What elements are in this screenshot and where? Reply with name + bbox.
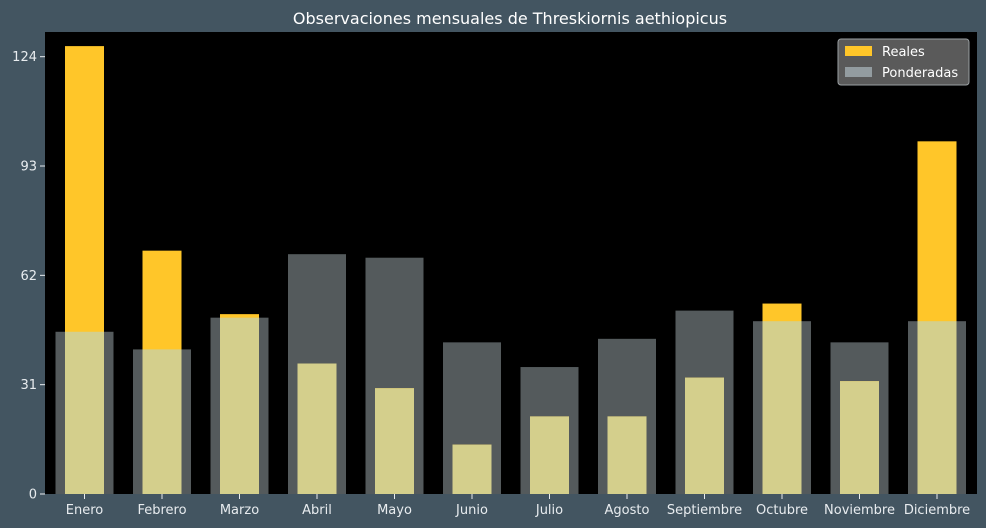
bar-overlap-junio xyxy=(452,444,492,494)
bar-overlap-febrero xyxy=(142,349,182,494)
x-tick-label: Febrero xyxy=(137,503,186,518)
bar-overlap-mayo xyxy=(375,388,414,494)
y-tick-label: 31 xyxy=(20,378,37,393)
plot-area xyxy=(45,32,977,494)
x-tick-label: Abril xyxy=(302,503,332,518)
legend-swatch-ponderadas xyxy=(845,67,872,77)
y-tick-label: 93 xyxy=(20,160,37,175)
x-tick-label: Octubre xyxy=(756,503,808,518)
x-tick-label: Julio xyxy=(535,503,563,518)
bar-overlap-octubre xyxy=(762,321,802,494)
bar-overlap-marzo xyxy=(220,317,259,494)
bar-overlap-diciembre xyxy=(917,321,957,494)
y-tick-label: 0 xyxy=(29,488,37,503)
bar-overlap-enero xyxy=(65,331,104,494)
bar-overlap-noviembre xyxy=(840,381,879,494)
x-tick-label: Diciembre xyxy=(904,503,970,518)
x-tick-label: Junio xyxy=(455,503,488,518)
bar-overlap-septiembre xyxy=(685,377,724,494)
bar-overlap-abril xyxy=(297,363,337,494)
series-reales xyxy=(65,46,957,494)
x-tick-label: Mayo xyxy=(377,503,412,518)
x-axis: Enero Febrero Marzo Abril Mayo Junio Julio Agos… xyxy=(66,494,970,518)
chart-title: Observaciones mensuales de Threskiornis … xyxy=(293,9,727,28)
y-tick-label: 124 xyxy=(12,50,37,65)
legend-label-reales: Reales xyxy=(882,45,925,60)
y-axis: 0 31 62 93 124 xyxy=(12,50,45,503)
bar-overlap-julio xyxy=(530,416,569,494)
legend-swatch-reales xyxy=(845,46,872,56)
x-tick-label: Marzo xyxy=(220,503,259,518)
legend: Reales Ponderadas xyxy=(837,38,970,86)
x-tick-label: Agosto xyxy=(605,503,650,518)
bar-overlap-agosto xyxy=(607,416,647,494)
x-tick-label: Enero xyxy=(66,503,104,518)
x-tick-label: Noviembre xyxy=(824,503,895,518)
x-tick-label: Septiembre xyxy=(667,503,742,518)
y-tick-label: 62 xyxy=(20,269,37,284)
legend-label-ponderadas: Ponderadas xyxy=(882,66,958,81)
